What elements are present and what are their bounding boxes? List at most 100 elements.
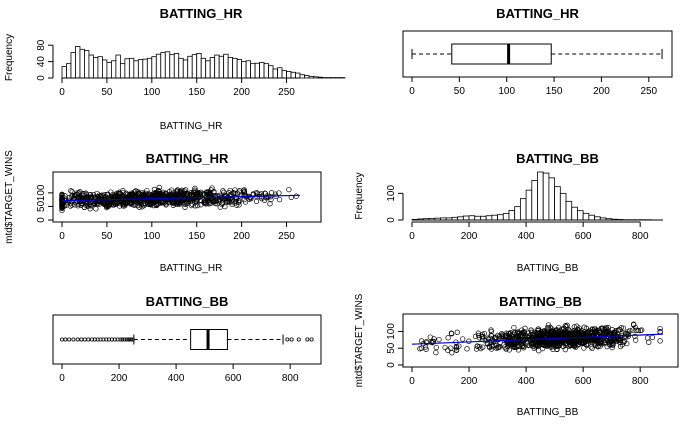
p4-bar (480, 215, 487, 221)
p3-point (102, 202, 108, 208)
p3-point (241, 189, 248, 195)
p3-point (69, 193, 75, 199)
p3-point (202, 198, 208, 204)
p3-point (293, 193, 299, 199)
p4-x-tick-label: 0 (409, 231, 415, 242)
p1-bar (227, 57, 234, 79)
p1-bar (137, 59, 144, 79)
p3-x-tick-label: 100 (143, 231, 160, 242)
p3-point (227, 187, 233, 194)
p1-y-tick-label: 0 (36, 75, 47, 81)
p6-point (588, 344, 594, 350)
p6-point (433, 344, 439, 351)
p6-point (497, 339, 503, 345)
p1-bar (182, 59, 189, 79)
p6-point (548, 332, 554, 338)
p1-bar (110, 60, 117, 79)
p6-point (591, 337, 597, 343)
p6-point (522, 325, 528, 331)
p6-point (588, 337, 594, 344)
p4-bar (508, 209, 516, 221)
p6-point (617, 343, 624, 350)
p4-bar (577, 210, 584, 221)
p1-bar (191, 54, 198, 79)
p6-point (545, 328, 551, 334)
p6-point (499, 331, 505, 337)
p3-point (104, 191, 111, 198)
p3-point (113, 192, 119, 198)
p6-point (535, 327, 541, 334)
p6-point (442, 344, 448, 351)
p4-bar (502, 213, 510, 221)
p6-point (620, 325, 626, 331)
p3-point (217, 204, 223, 210)
p3-point (105, 202, 112, 208)
p1-bar (178, 57, 184, 79)
p6-point (618, 337, 624, 343)
p4-bar (588, 214, 595, 221)
p5-outlier (67, 337, 72, 342)
p5-x-tick-label: 400 (168, 373, 185, 384)
p6-point (502, 333, 508, 339)
p3-point (101, 200, 108, 206)
p4-bar (548, 177, 556, 221)
p3-point (253, 198, 260, 205)
p1-bar (196, 53, 202, 79)
p6-point (607, 342, 613, 348)
p1-x-tick-label: 50 (101, 87, 113, 98)
p6-point (644, 335, 651, 341)
p1-bar (164, 51, 171, 79)
p2-x-tick-label: 0 (409, 86, 415, 97)
p4-bar (582, 212, 590, 221)
p6-point (456, 343, 462, 349)
p6-point (511, 341, 518, 348)
p3-point (148, 202, 154, 208)
p1-bar (286, 71, 292, 79)
p6-point (429, 339, 436, 346)
p3-point (111, 195, 117, 201)
p1-bar (259, 62, 265, 79)
p2-x-tick-label: 150 (546, 86, 563, 97)
p6-point (479, 331, 485, 338)
p6-point (617, 327, 623, 333)
p3-point (229, 199, 236, 205)
p6-point (553, 339, 559, 345)
p1-y-label: Frequency (4, 34, 15, 81)
p6-x-tick-label: 600 (575, 376, 592, 387)
p6-point (519, 330, 525, 336)
p1-bar (295, 72, 301, 79)
p6-point (454, 329, 460, 335)
p6-x-tick-label: 200 (461, 376, 478, 387)
p3-point (240, 187, 247, 194)
p1-bar (214, 54, 220, 79)
p6-point (474, 343, 480, 349)
p5-outlier (285, 337, 290, 342)
p1-bar (250, 63, 256, 79)
p6-point (427, 334, 433, 340)
p1-bar (146, 57, 153, 79)
p6-point (539, 345, 546, 352)
p3-point (183, 190, 189, 197)
p6-point (448, 330, 455, 336)
p6-point (550, 346, 556, 353)
p1-bar (313, 76, 319, 79)
p3-point (210, 199, 217, 205)
p6-point (453, 347, 460, 353)
p6-point (511, 341, 517, 347)
p1-bar (281, 70, 287, 79)
p2-x-tick-label: 50 (454, 86, 466, 97)
p1-bar (254, 62, 260, 79)
p3-point (272, 191, 279, 197)
p3-point (116, 191, 122, 197)
p3-point (59, 202, 65, 209)
p1-bar (84, 50, 90, 79)
p1-bar (124, 58, 130, 79)
p1-bar (79, 48, 85, 79)
p1-x-tick-label: 200 (233, 87, 250, 98)
p3-point (59, 199, 65, 205)
p6-point (579, 330, 585, 336)
p6-point (530, 332, 536, 339)
p4-bar (531, 180, 538, 221)
p6-point (633, 327, 639, 333)
p1-bar (160, 52, 166, 79)
